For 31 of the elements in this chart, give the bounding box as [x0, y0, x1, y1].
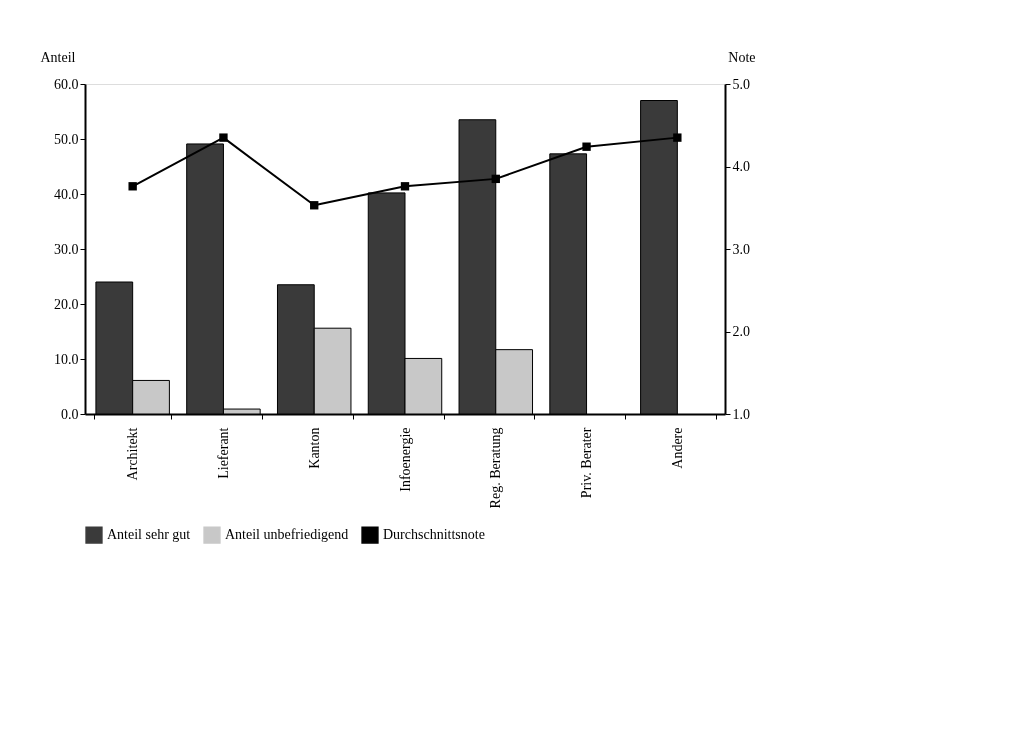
point: [400, 182, 410, 191]
x-tick-label: Reg. Beratung: [488, 427, 504, 509]
point: [219, 133, 228, 142]
point: [310, 201, 319, 210]
y-tick-label: 30.0: [54, 241, 79, 257]
legend-label: Durchschnittsnote: [383, 527, 485, 543]
x-tick-label: Priv. Berater: [579, 427, 595, 499]
y2-axis-title: Note: [728, 49, 756, 65]
y-tick-label: 20.0: [54, 296, 79, 312]
y2-tick-label: 3.0: [732, 241, 750, 257]
y2-tick-label: 2.0: [732, 324, 750, 339]
y-tick-label: 0.0: [61, 406, 79, 422]
x-tick-label: Andere: [669, 427, 685, 469]
y-tick-label: 40.0: [54, 186, 79, 202]
legend-label: Anteil sehr gut: [107, 527, 191, 543]
y-tick-label: 50.0: [54, 131, 79, 147]
legend-label: Anteil unbefriedigend: [225, 527, 349, 543]
point: [491, 174, 500, 184]
x-tick-label: Kanton: [306, 427, 322, 469]
y-axis-title: Anteil: [40, 49, 76, 65]
y2-tick-label: 1.0: [732, 406, 750, 422]
x-tick-label: Architekt: [125, 427, 141, 481]
x-tick-label: Infoenergie: [397, 427, 413, 492]
point: [582, 142, 591, 151]
y2-tick-label: 5.0: [732, 76, 750, 92]
y2-tick-label: 4.0: [732, 159, 750, 174]
point: [673, 133, 682, 142]
point: [128, 182, 137, 191]
y-tick-label: 10.0: [54, 351, 79, 367]
y-tick-label: 60.0: [54, 76, 79, 92]
x-tick-label: Lieferant: [215, 427, 231, 479]
